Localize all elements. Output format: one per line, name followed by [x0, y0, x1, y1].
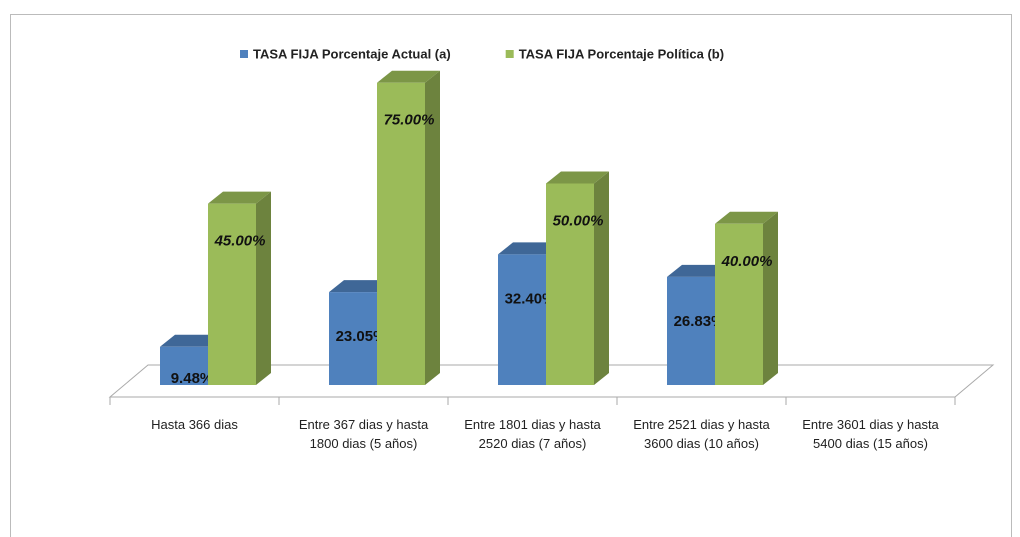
value-label: 26.83%: [674, 313, 725, 330]
legend-swatch: [505, 50, 514, 58]
bar: [208, 203, 256, 385]
x-tick-label: Entre 2521 dias y hasta 3600 dias (10 añ…: [633, 417, 770, 451]
x-tick-label: Entre 367 dias y hasta 1800 dias (5 años…: [298, 417, 429, 451]
bar-top: [667, 264, 730, 277]
bar-side: [594, 171, 609, 385]
value-label: 32.40%: [505, 290, 556, 307]
bar: [377, 82, 425, 385]
bar: [667, 276, 715, 385]
legend-label: TASA FIJA Porcentaje Política (b): [519, 46, 724, 61]
bar: [498, 254, 546, 385]
bar-top: [208, 191, 271, 204]
legend-swatch: [240, 50, 248, 58]
frame: [10, 14, 1012, 537]
x-tick-label: Entre 3601 dias y hasta 5400 dias (15 añ…: [802, 417, 939, 451]
x-tick-label: Hasta 366 dias: [151, 417, 238, 432]
value-label: 9.48%: [171, 370, 214, 387]
bar-top: [160, 334, 223, 347]
value-label: 45.00%: [214, 233, 266, 250]
value-label: 40.00%: [721, 253, 773, 270]
bar: [329, 292, 377, 385]
value-label: 75.00%: [384, 112, 435, 129]
bar-top: [329, 280, 392, 293]
bar: [715, 223, 763, 385]
bar-side: [256, 191, 271, 385]
bar-top: [546, 171, 609, 184]
bar-side: [763, 211, 778, 385]
value-label: 50.00%: [553, 212, 604, 229]
x-tick-label: Entre 1801 dias y hasta 2520 dias (7 año…: [464, 417, 601, 451]
bar: [160, 346, 208, 385]
bar-top: [498, 242, 561, 255]
bar-side: [425, 70, 440, 385]
value-label: 23.05%: [336, 328, 387, 345]
bar-top: [377, 70, 440, 83]
bar-top: [715, 211, 778, 224]
legend-label: TASA FIJA Porcentaje Actual (a): [253, 46, 451, 61]
bar: [546, 183, 594, 385]
